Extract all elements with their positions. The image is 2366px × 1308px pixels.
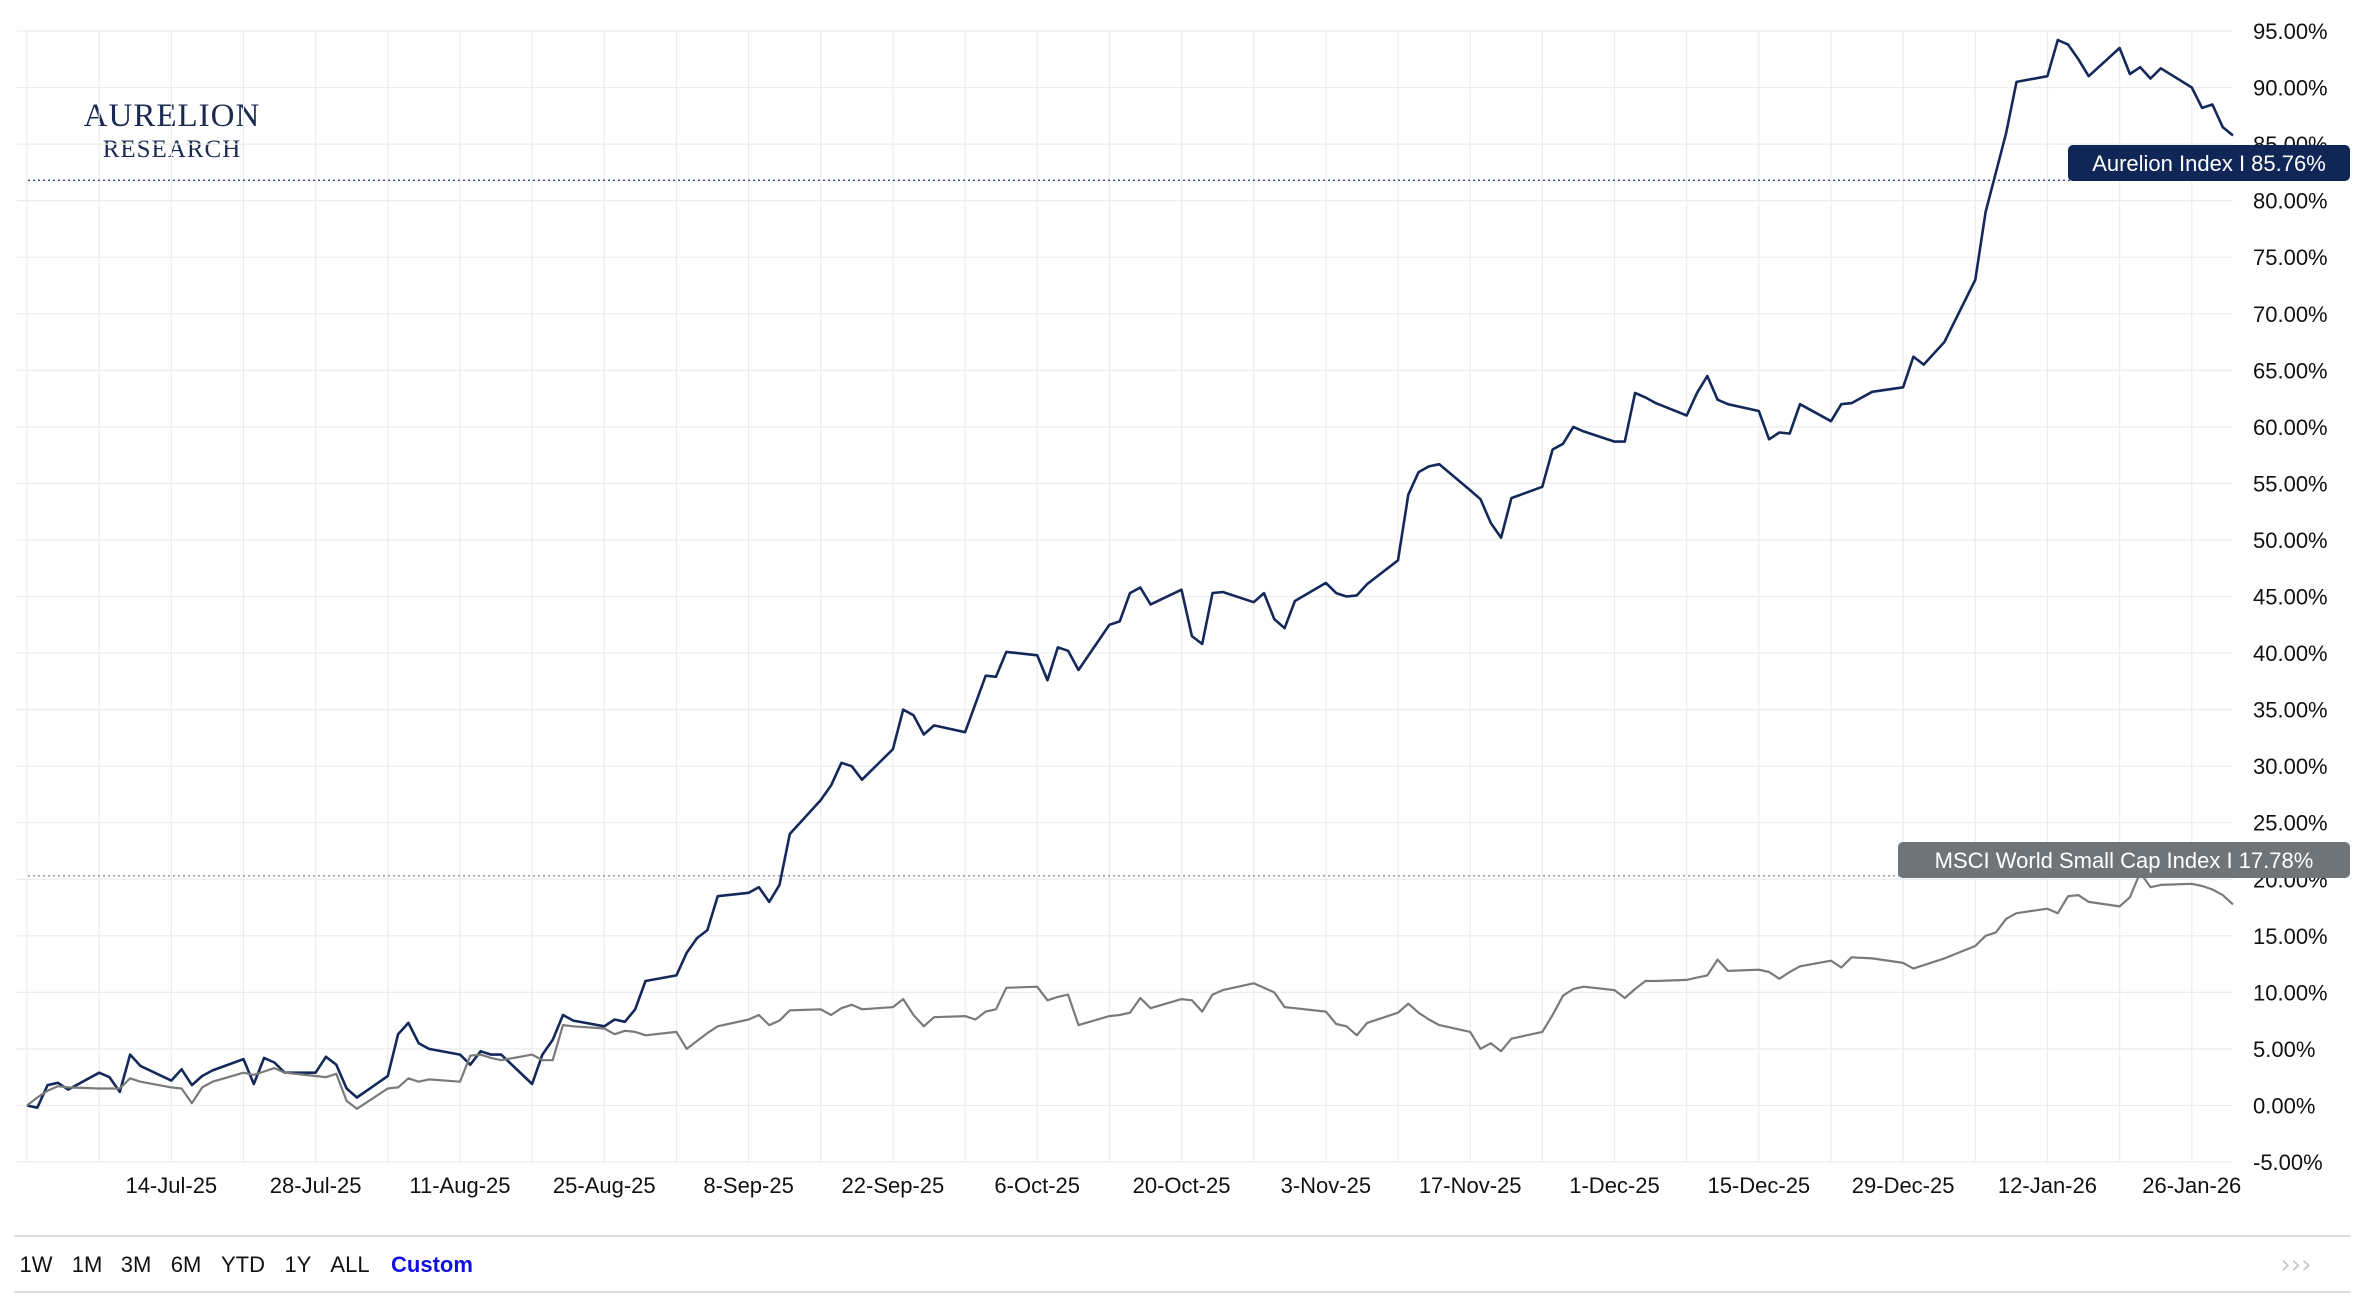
triple-chevron-right-icon[interactable]: ››› bbox=[2280, 1250, 2311, 1280]
y-tick-label: 60.00% bbox=[2253, 415, 2328, 440]
x-tick-label: 15-Dec-25 bbox=[1707, 1173, 1810, 1198]
range-button-6m[interactable]: 6M bbox=[171, 1252, 202, 1277]
x-tick-label: 11-Aug-25 bbox=[409, 1173, 510, 1198]
y-axis: 95.00%90.00%85.00%80.00%75.00%70.00%65.0… bbox=[2253, 19, 2328, 1175]
y-tick-label: 65.00% bbox=[2253, 358, 2328, 383]
x-axis: 14-Jul-25 28-Jul-25 11-Aug-25 25-Aug-25 8-Se… bbox=[125, 1173, 2241, 1198]
y-tick-label: 45.00% bbox=[2253, 585, 2328, 610]
aurelion-logo: AURELION RESEARCH bbox=[84, 98, 261, 163]
last-value-tag-box bbox=[2068, 145, 2350, 181]
y-tick-label: 35.00% bbox=[2253, 698, 2328, 723]
last-value-tag-box bbox=[1898, 842, 2350, 878]
x-tick-label: 20-Oct-25 bbox=[1133, 1173, 1231, 1198]
x-tick-label: 12-Jan-26 bbox=[1998, 1173, 2097, 1198]
range-selector[interactable]: 1W 1M 3M 6M YTD 1Y ALL Custom bbox=[20, 1252, 473, 1277]
x-tick-label: 22-Sep-25 bbox=[842, 1173, 945, 1198]
y-tick-label: 95.00% bbox=[2253, 19, 2328, 44]
x-tick-label: 17-Nov-25 bbox=[1419, 1173, 1522, 1198]
y-tick-label: 10.00% bbox=[2253, 980, 2328, 1005]
y-tick-label: 50.00% bbox=[2253, 528, 2328, 553]
y-tick-label: 5.00% bbox=[2253, 1037, 2315, 1062]
series-line-msci-world-small-cap[interactable] bbox=[26, 871, 2234, 1110]
horizontal-gridlines bbox=[17, 30, 2233, 1163]
x-tick-label: 25-Aug-25 bbox=[553, 1173, 656, 1198]
y-tick-label: 70.00% bbox=[2253, 302, 2328, 327]
last-value-tag-label: Aurelion Index I 85.76% bbox=[2092, 151, 2326, 176]
last-value-tag: Aurelion Index I 85.76% bbox=[2068, 145, 2350, 181]
logo-line-1: AURELION bbox=[84, 98, 261, 134]
y-tick-label: 30.00% bbox=[2253, 754, 2328, 779]
y-tick-label: 90.00% bbox=[2253, 76, 2328, 101]
y-tick-label: 0.00% bbox=[2253, 1093, 2315, 1118]
reference-lines bbox=[28, 179, 2346, 877]
series-line-aurelion-index[interactable] bbox=[26, 38, 2234, 1109]
x-tick-label: 3-Nov-25 bbox=[1281, 1173, 1371, 1198]
y-tick-label: 40.00% bbox=[2253, 641, 2328, 666]
y-tick-label: 25.00% bbox=[2253, 811, 2328, 836]
range-button-1m[interactable]: 1M bbox=[72, 1252, 103, 1277]
x-tick-label: 26-Jan-26 bbox=[2142, 1173, 2241, 1198]
x-tick-label: 29-Dec-25 bbox=[1852, 1173, 1955, 1198]
x-tick-label: 1-Dec-25 bbox=[1569, 1173, 1659, 1198]
y-tick-label: 15.00% bbox=[2253, 924, 2328, 949]
range-button-1w[interactable]: 1W bbox=[20, 1252, 53, 1277]
y-tick-label: -5.00% bbox=[2253, 1150, 2323, 1175]
range-button-1y[interactable]: 1Y bbox=[285, 1252, 312, 1277]
range-button-3m[interactable]: 3M bbox=[121, 1252, 152, 1277]
range-button-ytd[interactable]: YTD bbox=[221, 1252, 265, 1277]
last-value-tag-label: MSCI World Small Cap Index I 17.78% bbox=[1935, 848, 2314, 873]
y-tick-label: 80.00% bbox=[2253, 189, 2328, 214]
x-tick-label: 6-Oct-25 bbox=[994, 1173, 1080, 1198]
x-tick-label: 8-Sep-25 bbox=[703, 1173, 794, 1198]
range-button-custom[interactable]: Custom bbox=[391, 1252, 473, 1277]
x-tick-label: 14-Jul-25 bbox=[125, 1173, 217, 1198]
range-button-all[interactable]: ALL bbox=[330, 1252, 369, 1277]
last-value-tags: Aurelion Index I 85.76% MSCI World Small … bbox=[1898, 145, 2350, 878]
y-tick-label: 75.00% bbox=[2253, 245, 2328, 270]
y-tick-label: 55.00% bbox=[2253, 471, 2328, 496]
x-tick-label: 28-Jul-25 bbox=[270, 1173, 362, 1198]
series-lines[interactable] bbox=[26, 38, 2234, 1110]
last-value-tag: MSCI World Small Cap Index I 17.78% bbox=[1898, 842, 2350, 878]
logo-line-2: RESEARCH bbox=[103, 136, 242, 163]
